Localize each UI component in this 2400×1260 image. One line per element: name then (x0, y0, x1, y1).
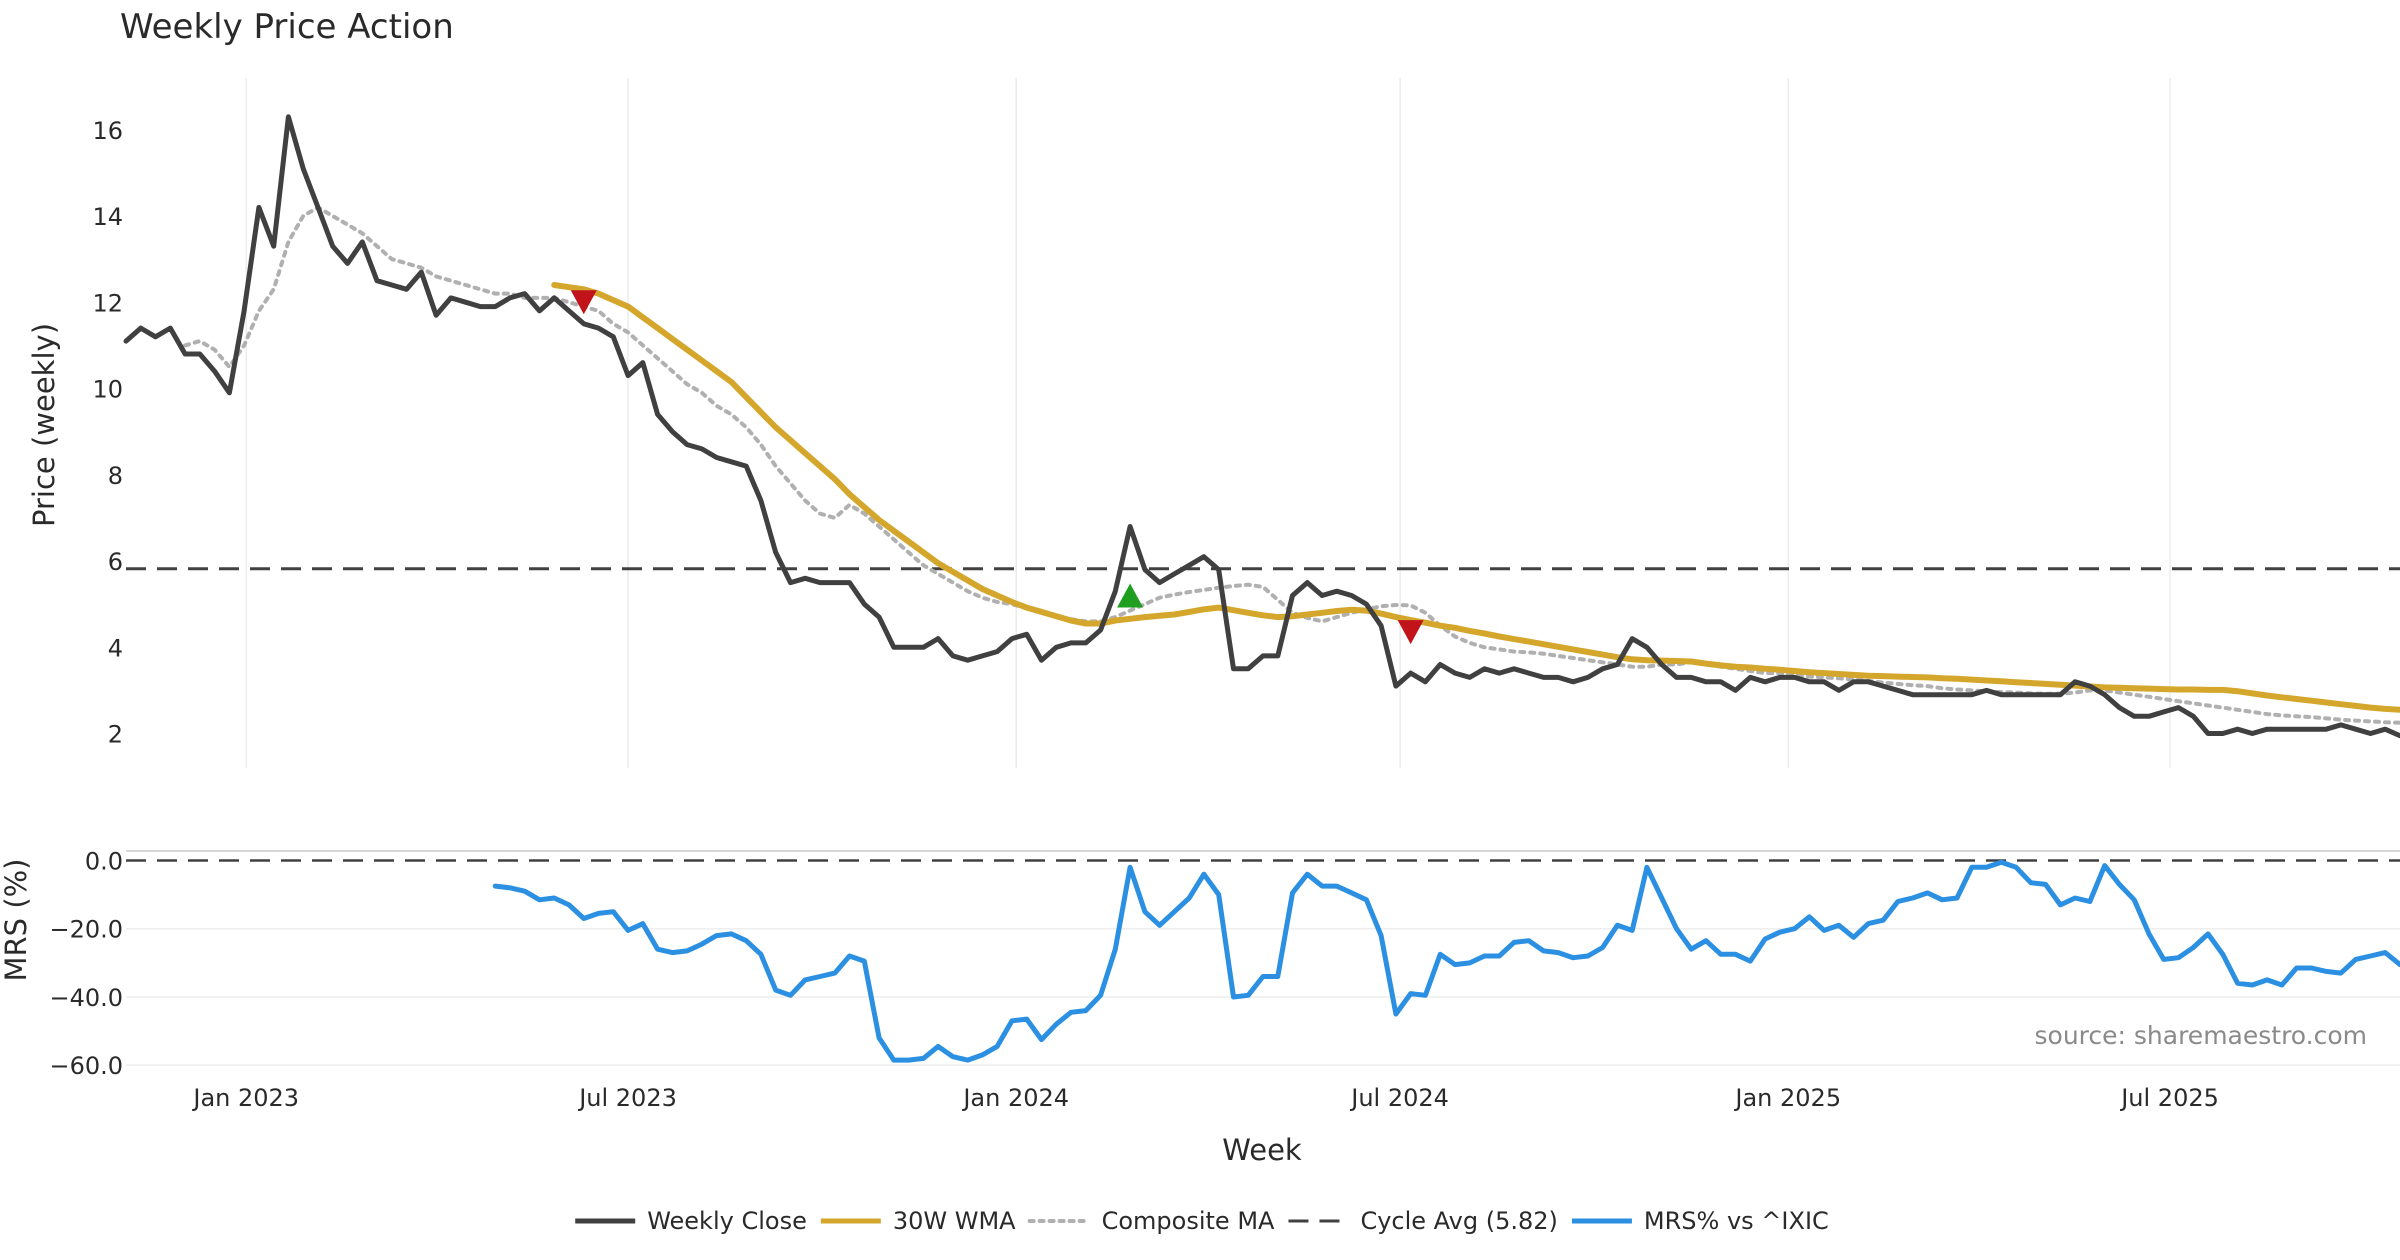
x-axis-label: Week (1222, 1133, 1302, 1167)
x-tick-label: Jul 2024 (1349, 1084, 1449, 1112)
weekly-close-line (123, 114, 2400, 739)
legend-label: Weekly Close (647, 1207, 807, 1235)
mrs-tick-label: 0.0 (85, 848, 123, 876)
price-tick-label: 8 (108, 462, 123, 490)
price-tick-label: 16 (92, 117, 123, 145)
legend: Weekly Close 30W WMA Composite MA Cycle Avg… (575, 1207, 1829, 1235)
x-tick-label: Jul 2023 (577, 1084, 677, 1112)
legend-label: Cycle Avg (5.82) (1360, 1207, 1557, 1235)
x-tick-label: Jan 2024 (961, 1084, 1069, 1112)
price-tick-label: 2 (108, 721, 123, 749)
source-note: source: sharemaestro.com (2035, 1021, 2368, 1050)
legend-label: 30W WMA (893, 1207, 1016, 1235)
mrs-line (492, 859, 2400, 1063)
price-tick-label: 6 (108, 548, 123, 576)
buy-signal-marker (1117, 583, 1144, 608)
mrs-tick-label: −20.0 (49, 916, 123, 944)
composite-ma-line (183, 205, 2400, 725)
price-axis-label: Price (weekly) (27, 323, 61, 527)
mrs-axis-label: MRS (%) (0, 859, 33, 982)
sell-signal-marker (570, 290, 597, 315)
x-tick-label: Jan 2025 (1733, 1084, 1841, 1112)
wma-30w-line (551, 282, 2400, 713)
price-tick-label: 4 (108, 634, 123, 662)
chart-title: Weekly Price Action (120, 7, 454, 47)
legend-label: MRS% vs ^IXIC (1644, 1207, 1829, 1235)
mrs-tick-label: −60.0 (49, 1052, 123, 1080)
price-tick-label: 12 (92, 289, 123, 317)
x-tick-label: Jul 2025 (2119, 1084, 2219, 1112)
price-tick-label: 14 (92, 203, 123, 231)
x-tick-label: Jan 2023 (191, 1084, 299, 1112)
mrs-tick-label: −40.0 (49, 984, 123, 1012)
sell-signal-marker (1397, 620, 1424, 645)
price-tick-label: 10 (92, 376, 123, 404)
legend-label: Composite MA (1102, 1207, 1275, 1235)
